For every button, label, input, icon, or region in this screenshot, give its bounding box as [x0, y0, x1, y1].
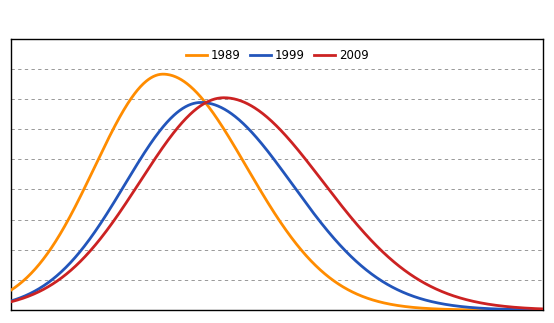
Legend: 1989, 1999, 2009: 1989, 1999, 2009 [181, 45, 373, 67]
